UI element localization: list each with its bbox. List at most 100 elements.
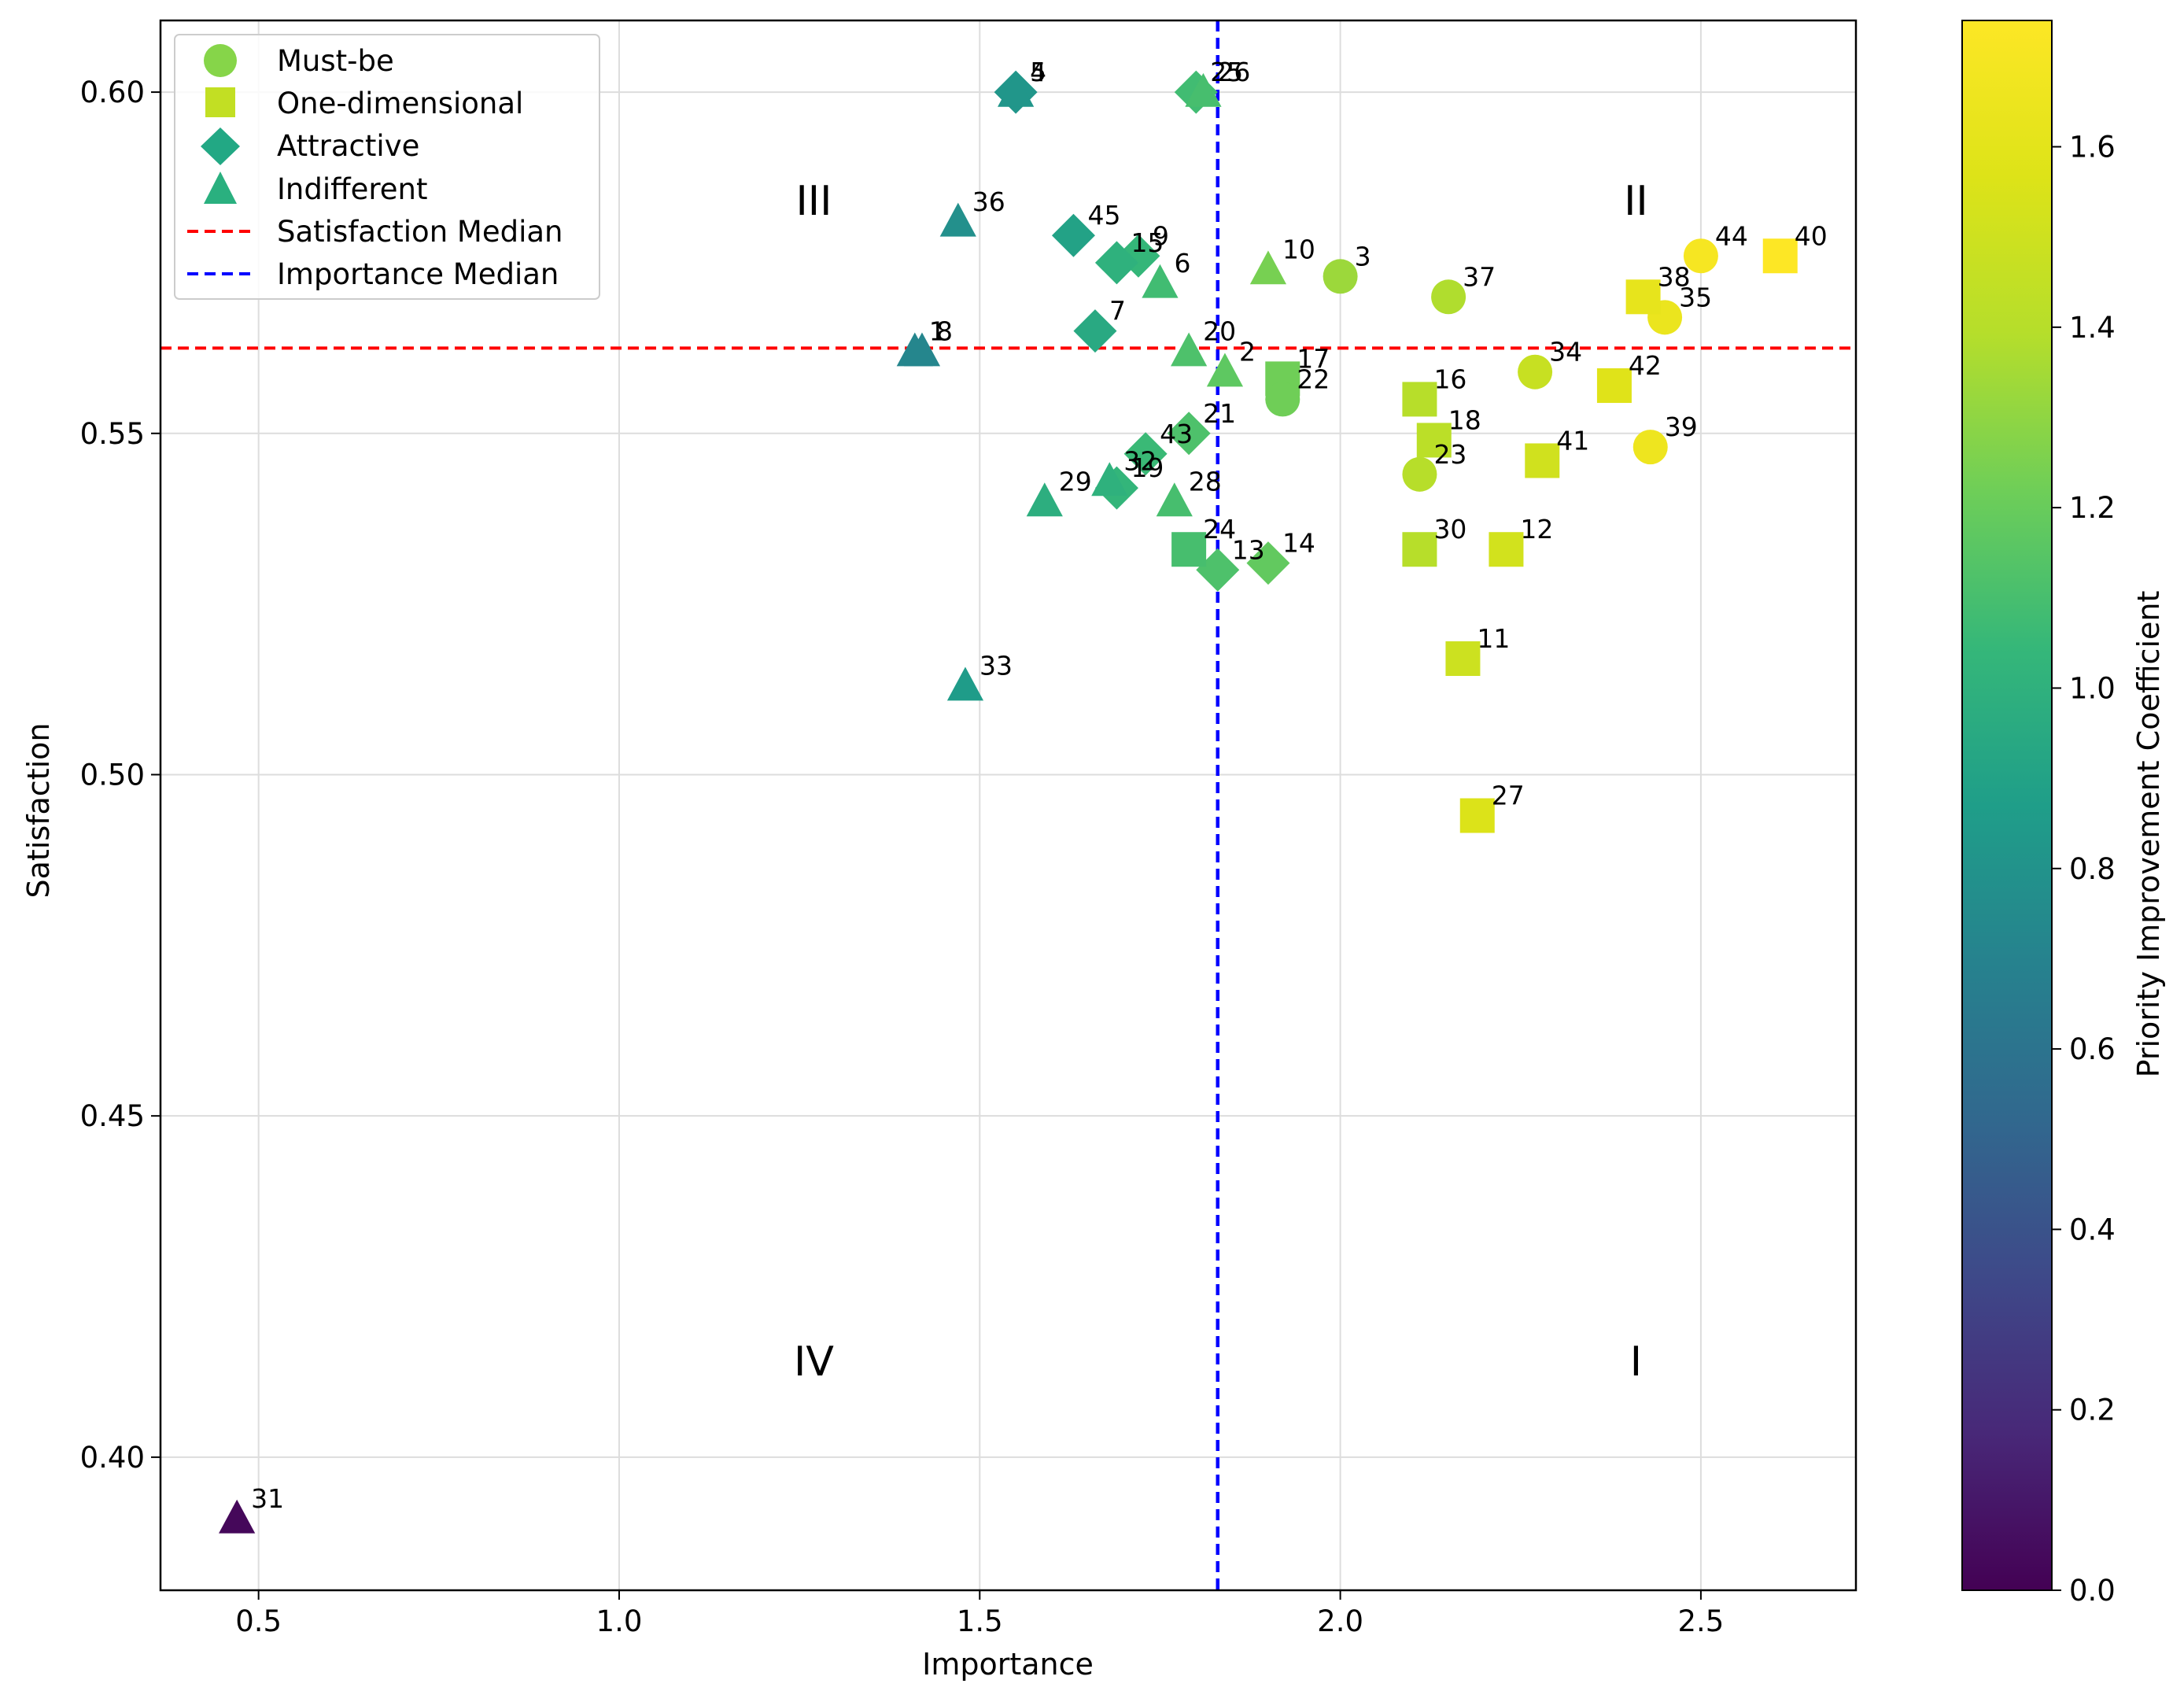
point-33-indifferent <box>946 666 984 701</box>
point-28-indifferent <box>1156 482 1193 517</box>
quadrant-label-ii: II <box>1624 178 1648 225</box>
colorbar: 0.0 0.2 0.4 0.6 0.8 1.0 1.2 1.4 1.6 Priority Imp… <box>1961 20 2166 1608</box>
point-label-23: 23 <box>1433 439 1466 470</box>
point-14-attractive <box>1246 541 1290 585</box>
point-3-must-be <box>1323 259 1358 294</box>
point-label-24: 24 <box>1203 514 1236 545</box>
point-43-attractive <box>1123 432 1168 476</box>
point-label-33: 33 <box>979 651 1013 681</box>
point-42-one-dimensional <box>1596 368 1632 404</box>
point-34-must-be <box>1518 354 1553 390</box>
point-24-one-dimensional <box>1171 532 1207 567</box>
y-tick-label: 0.50 <box>80 758 145 792</box>
point-label-44: 44 <box>1715 220 1748 251</box>
point-label-13: 13 <box>1232 534 1265 565</box>
point-label-16: 16 <box>1433 364 1466 394</box>
colorbar-tick-label: 1.2 <box>2069 491 2116 525</box>
point-label-22: 22 <box>1297 364 1330 394</box>
point-12-one-dimensional <box>1489 532 1524 567</box>
legend-marker-indifferent <box>204 172 237 204</box>
colorbar-tick-label: 1.0 <box>2069 671 2116 705</box>
data-points <box>219 70 1798 1534</box>
point-32-indifferent <box>1091 462 1128 497</box>
point-label-1: 1 <box>929 316 946 347</box>
legend: Must-be One-dimensional Attractive Indif… <box>174 34 600 300</box>
plot-frame <box>159 19 1858 1592</box>
point-label-17: 17 <box>1297 343 1330 374</box>
point-label-10: 10 <box>1282 234 1315 265</box>
x-tick-label: 1.0 <box>596 1604 643 1638</box>
point-8-indifferent <box>903 332 941 367</box>
point-18-one-dimensional <box>1416 423 1452 458</box>
point-26-indifferent <box>1185 72 1222 107</box>
point-label-38: 38 <box>1658 261 1691 292</box>
point-label-15: 15 <box>1131 227 1164 258</box>
point-label-29: 29 <box>1059 467 1092 497</box>
colorbar-tick-label: 0.2 <box>2069 1394 2116 1427</box>
y-tick-label: 0.45 <box>80 1099 145 1133</box>
point-label-5: 5 <box>1030 57 1046 87</box>
point-label-2: 2 <box>1239 337 1256 367</box>
point-37-must-be <box>1431 279 1466 315</box>
y-tick-label: 0.60 <box>80 76 145 109</box>
quadrant-label-iii: III <box>795 178 832 225</box>
point-label-40: 40 <box>1795 220 1828 251</box>
point-label-43: 43 <box>1160 419 1193 449</box>
point-31-indifferent <box>219 1499 256 1534</box>
point-11-one-dimensional <box>1445 641 1481 677</box>
point-23-must-be <box>1402 456 1437 492</box>
colorbar-tick-label: 0.0 <box>2069 1574 2116 1608</box>
point-label-37: 37 <box>1463 261 1496 292</box>
legend-label-one-dimensional: One-dimensional <box>277 87 523 120</box>
point-label-21: 21 <box>1203 398 1236 429</box>
point-label-9: 9 <box>1153 220 1169 251</box>
point-label-30: 30 <box>1433 514 1466 545</box>
point-45-attractive <box>1051 213 1095 257</box>
point-44-must-be <box>1683 238 1718 274</box>
point-41-one-dimensional <box>1525 443 1560 478</box>
legend-marker-must-be <box>204 44 237 77</box>
legend-label-importance-median: Importance Median <box>277 257 559 291</box>
colorbar-label: Priority Improvement Coefficient <box>2131 591 2166 1078</box>
x-tick-label: 1.5 <box>957 1604 1003 1638</box>
point-6-indifferent <box>1142 264 1179 298</box>
point-16-one-dimensional <box>1402 382 1437 417</box>
point-label-45: 45 <box>1087 200 1120 231</box>
point-label-7: 7 <box>1109 296 1126 327</box>
point-7-attractive <box>1073 309 1117 353</box>
point-label-3: 3 <box>1355 241 1371 271</box>
x-axis: 0.5 1.0 1.5 2.0 2.5 <box>235 1590 1724 1638</box>
point-label-25: 25 <box>1210 57 1243 87</box>
point-label-20: 20 <box>1203 316 1236 347</box>
point-label-42: 42 <box>1629 350 1662 381</box>
colorbar-tick-label: 1.4 <box>2069 311 2116 345</box>
point-20-indifferent <box>1171 332 1208 367</box>
point-22-must-be <box>1265 382 1300 417</box>
point-29-indifferent <box>1026 482 1063 517</box>
colorbar-ticks: 0.0 0.2 0.4 0.6 0.8 1.0 1.2 1.4 1.6 <box>2052 131 2116 1608</box>
point-label-31: 31 <box>251 1483 284 1514</box>
point-label-8: 8 <box>936 316 953 347</box>
legend-label-indifferent: Indifferent <box>277 172 428 206</box>
legend-box <box>174 34 600 300</box>
point-label-32: 32 <box>1123 445 1157 476</box>
point-40-one-dimensional <box>1762 238 1798 274</box>
point-label-14: 14 <box>1282 528 1315 559</box>
point-label-27: 27 <box>1492 781 1525 811</box>
point-10-indifferent <box>1249 250 1287 285</box>
point-label-26: 26 <box>1217 57 1250 87</box>
x-axis-label: Importance <box>922 1647 1094 1682</box>
x-tick-label: 2.0 <box>1317 1604 1363 1638</box>
point-label-18: 18 <box>1448 404 1481 435</box>
legend-marker-one-dimensional <box>205 87 235 117</box>
legend-label-satisfaction-median: Satisfaction Median <box>277 215 563 249</box>
point-39-must-be <box>1632 430 1668 465</box>
point-label-28: 28 <box>1189 467 1222 497</box>
quadrant-label-iv: IV <box>794 1338 834 1386</box>
point-label-11: 11 <box>1477 623 1510 654</box>
point-38-one-dimensional <box>1625 279 1661 315</box>
colorbar-tick-label: 0.8 <box>2069 852 2116 886</box>
point-label-4: 4 <box>1030 57 1046 87</box>
